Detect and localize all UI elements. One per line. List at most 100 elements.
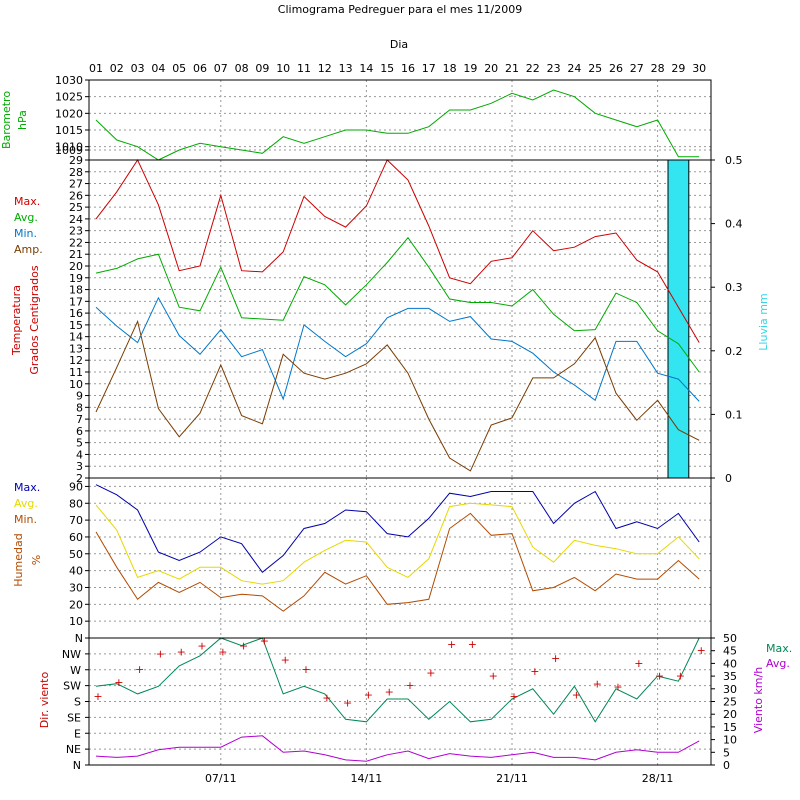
temp-tick-label: 11 xyxy=(69,366,83,379)
wind-speed-tick-label: 30 xyxy=(723,683,737,696)
barometer-tick-label: 1030 xyxy=(55,74,83,87)
wind-direction-marker: + xyxy=(301,663,310,676)
day-label: 14 xyxy=(359,62,373,75)
day-label: 22 xyxy=(526,62,540,75)
date-label: 28/11 xyxy=(642,772,674,785)
wind-direction-marker: + xyxy=(468,638,477,651)
day-label: 15 xyxy=(380,62,394,75)
wind-speed-tick-label: 40 xyxy=(723,657,737,670)
wind-direction-tick-label: N xyxy=(73,759,81,772)
temp-line-min xyxy=(95,296,700,402)
humidity-line-avg xyxy=(95,502,700,585)
barometer-tick-label: 1020 xyxy=(55,107,83,120)
day-label: 03 xyxy=(131,62,145,75)
temp-tick-label: 10 xyxy=(69,378,83,391)
humidity-line-min xyxy=(95,512,700,612)
temp-tick-label: 27 xyxy=(69,178,83,191)
wind-line-max xyxy=(95,637,700,723)
wind-direction-marker: + xyxy=(260,635,269,648)
temp-tick-label: 2 xyxy=(76,472,83,485)
wind-speed-tick-label: 35 xyxy=(723,670,737,683)
day-labels: 01 02 03 04 05 06 07 08 09 10 11 12 13 14 15 16 17 18 19 20… xyxy=(89,62,706,75)
barometer-unit-label: hPa xyxy=(16,110,29,130)
wind-speed-tick-label: 25 xyxy=(723,696,737,709)
rain-tick-label: 0.2 xyxy=(725,345,743,358)
wind-direction-marker: + xyxy=(239,639,248,652)
temp-tick-label: 17 xyxy=(69,295,83,308)
humidity-panel: N 10 20 30 40 50 60 70 80 90 Max. Avg. Min. Humedad% xyxy=(12,477,712,645)
panel-frame xyxy=(88,477,712,639)
chart-title: Climograma Pedreguer para el mes 11/2009 xyxy=(278,3,522,16)
wind-speed-axis-label: Viento km/h xyxy=(752,667,765,733)
panel-frame xyxy=(88,79,712,161)
day-label: 06 xyxy=(193,62,207,75)
humidity-legend-entry: Max. xyxy=(14,481,40,494)
humidity-tick-label: 60 xyxy=(69,531,83,544)
temp-line-avg xyxy=(95,236,700,373)
day-label: 08 xyxy=(235,62,249,75)
date-label: 21/11 xyxy=(496,772,528,785)
day-label: 10 xyxy=(276,62,290,75)
day-label: 12 xyxy=(318,62,332,75)
temp-tick-label: 8 xyxy=(76,401,83,414)
temp-legend-entry: Amp. xyxy=(14,243,43,256)
temp-legend-entry: Avg. xyxy=(14,211,38,224)
wind-direction-marker: + xyxy=(322,692,331,705)
wind-direction-marker: + xyxy=(530,665,539,678)
wind-direction-marker: + xyxy=(551,652,560,665)
rain-tick-label: 0 xyxy=(725,472,732,485)
wind-speed-tick-label: 15 xyxy=(723,721,737,734)
humidity-tick-label: 90 xyxy=(69,480,83,493)
wind-speed-tick-label: 5 xyxy=(723,746,730,759)
wind-direction-marker: + xyxy=(655,670,664,683)
day-label: 18 xyxy=(443,62,457,75)
wind-direction-marker: + xyxy=(676,670,685,683)
day-label: 13 xyxy=(339,62,353,75)
temp-tick-label: 12 xyxy=(69,354,83,367)
wind-direction-marker: + xyxy=(218,646,227,659)
temp-tick-label: 25 xyxy=(69,201,83,214)
day-label: 19 xyxy=(463,62,477,75)
temp-tick-label: 29 xyxy=(69,154,83,167)
date-labels: 07/11 14/11 21/11 28/11 xyxy=(205,772,674,785)
humidity-tick-label: 30 xyxy=(69,581,83,594)
barometer-axis-label: Barometro xyxy=(0,91,13,149)
temp-tick-label: 18 xyxy=(69,284,83,297)
wind-direction-marker: + xyxy=(405,679,414,692)
temp-tick-label: 9 xyxy=(76,390,83,403)
temp-tick-label: 16 xyxy=(69,307,83,320)
temp-legend-entry: Min. xyxy=(14,227,37,240)
wind-direction-marker: + xyxy=(572,689,581,702)
temperature-unit-label: Grados Centigrados xyxy=(28,265,41,374)
wind-legend-entry: Max. xyxy=(766,642,792,655)
temp-tick-label: 4 xyxy=(76,448,83,461)
rain-tick-label: 0.1 xyxy=(725,408,743,421)
rain-tick-label: 0.4 xyxy=(725,218,743,231)
wind-legend-entry: Avg. xyxy=(766,657,790,670)
temp-tick-label: 5 xyxy=(76,437,83,450)
panel-frame xyxy=(88,159,712,479)
humidity-axis-label: Humedad xyxy=(12,533,25,586)
temp-line-amp xyxy=(95,319,700,472)
wind-direction-marker: + xyxy=(281,654,290,667)
date-label: 07/11 xyxy=(205,772,237,785)
wind-direction-marker: + xyxy=(343,697,352,710)
wind-speed-tick-label: 45 xyxy=(723,645,737,658)
day-label: 17 xyxy=(422,62,436,75)
temp-line-max xyxy=(95,158,700,343)
rain-tick-label: 0.3 xyxy=(725,281,743,294)
wind-direction-tick-label: SW xyxy=(63,680,81,693)
wind-direction-tick-label: NE xyxy=(66,743,81,756)
wind-direction-marker: + xyxy=(593,677,602,690)
wind-direction-marker: + xyxy=(385,685,394,698)
barometer-tick-label: 1025 xyxy=(55,91,83,104)
date-label: 14/11 xyxy=(351,772,383,785)
wind-direction-marker: + xyxy=(426,666,435,679)
wind-direction-marker: + xyxy=(135,663,144,676)
wind-direction-marker: + xyxy=(93,690,102,703)
humidity-legend-entry: Min. xyxy=(14,513,37,526)
humidity-tick-label: 10 xyxy=(69,615,83,628)
